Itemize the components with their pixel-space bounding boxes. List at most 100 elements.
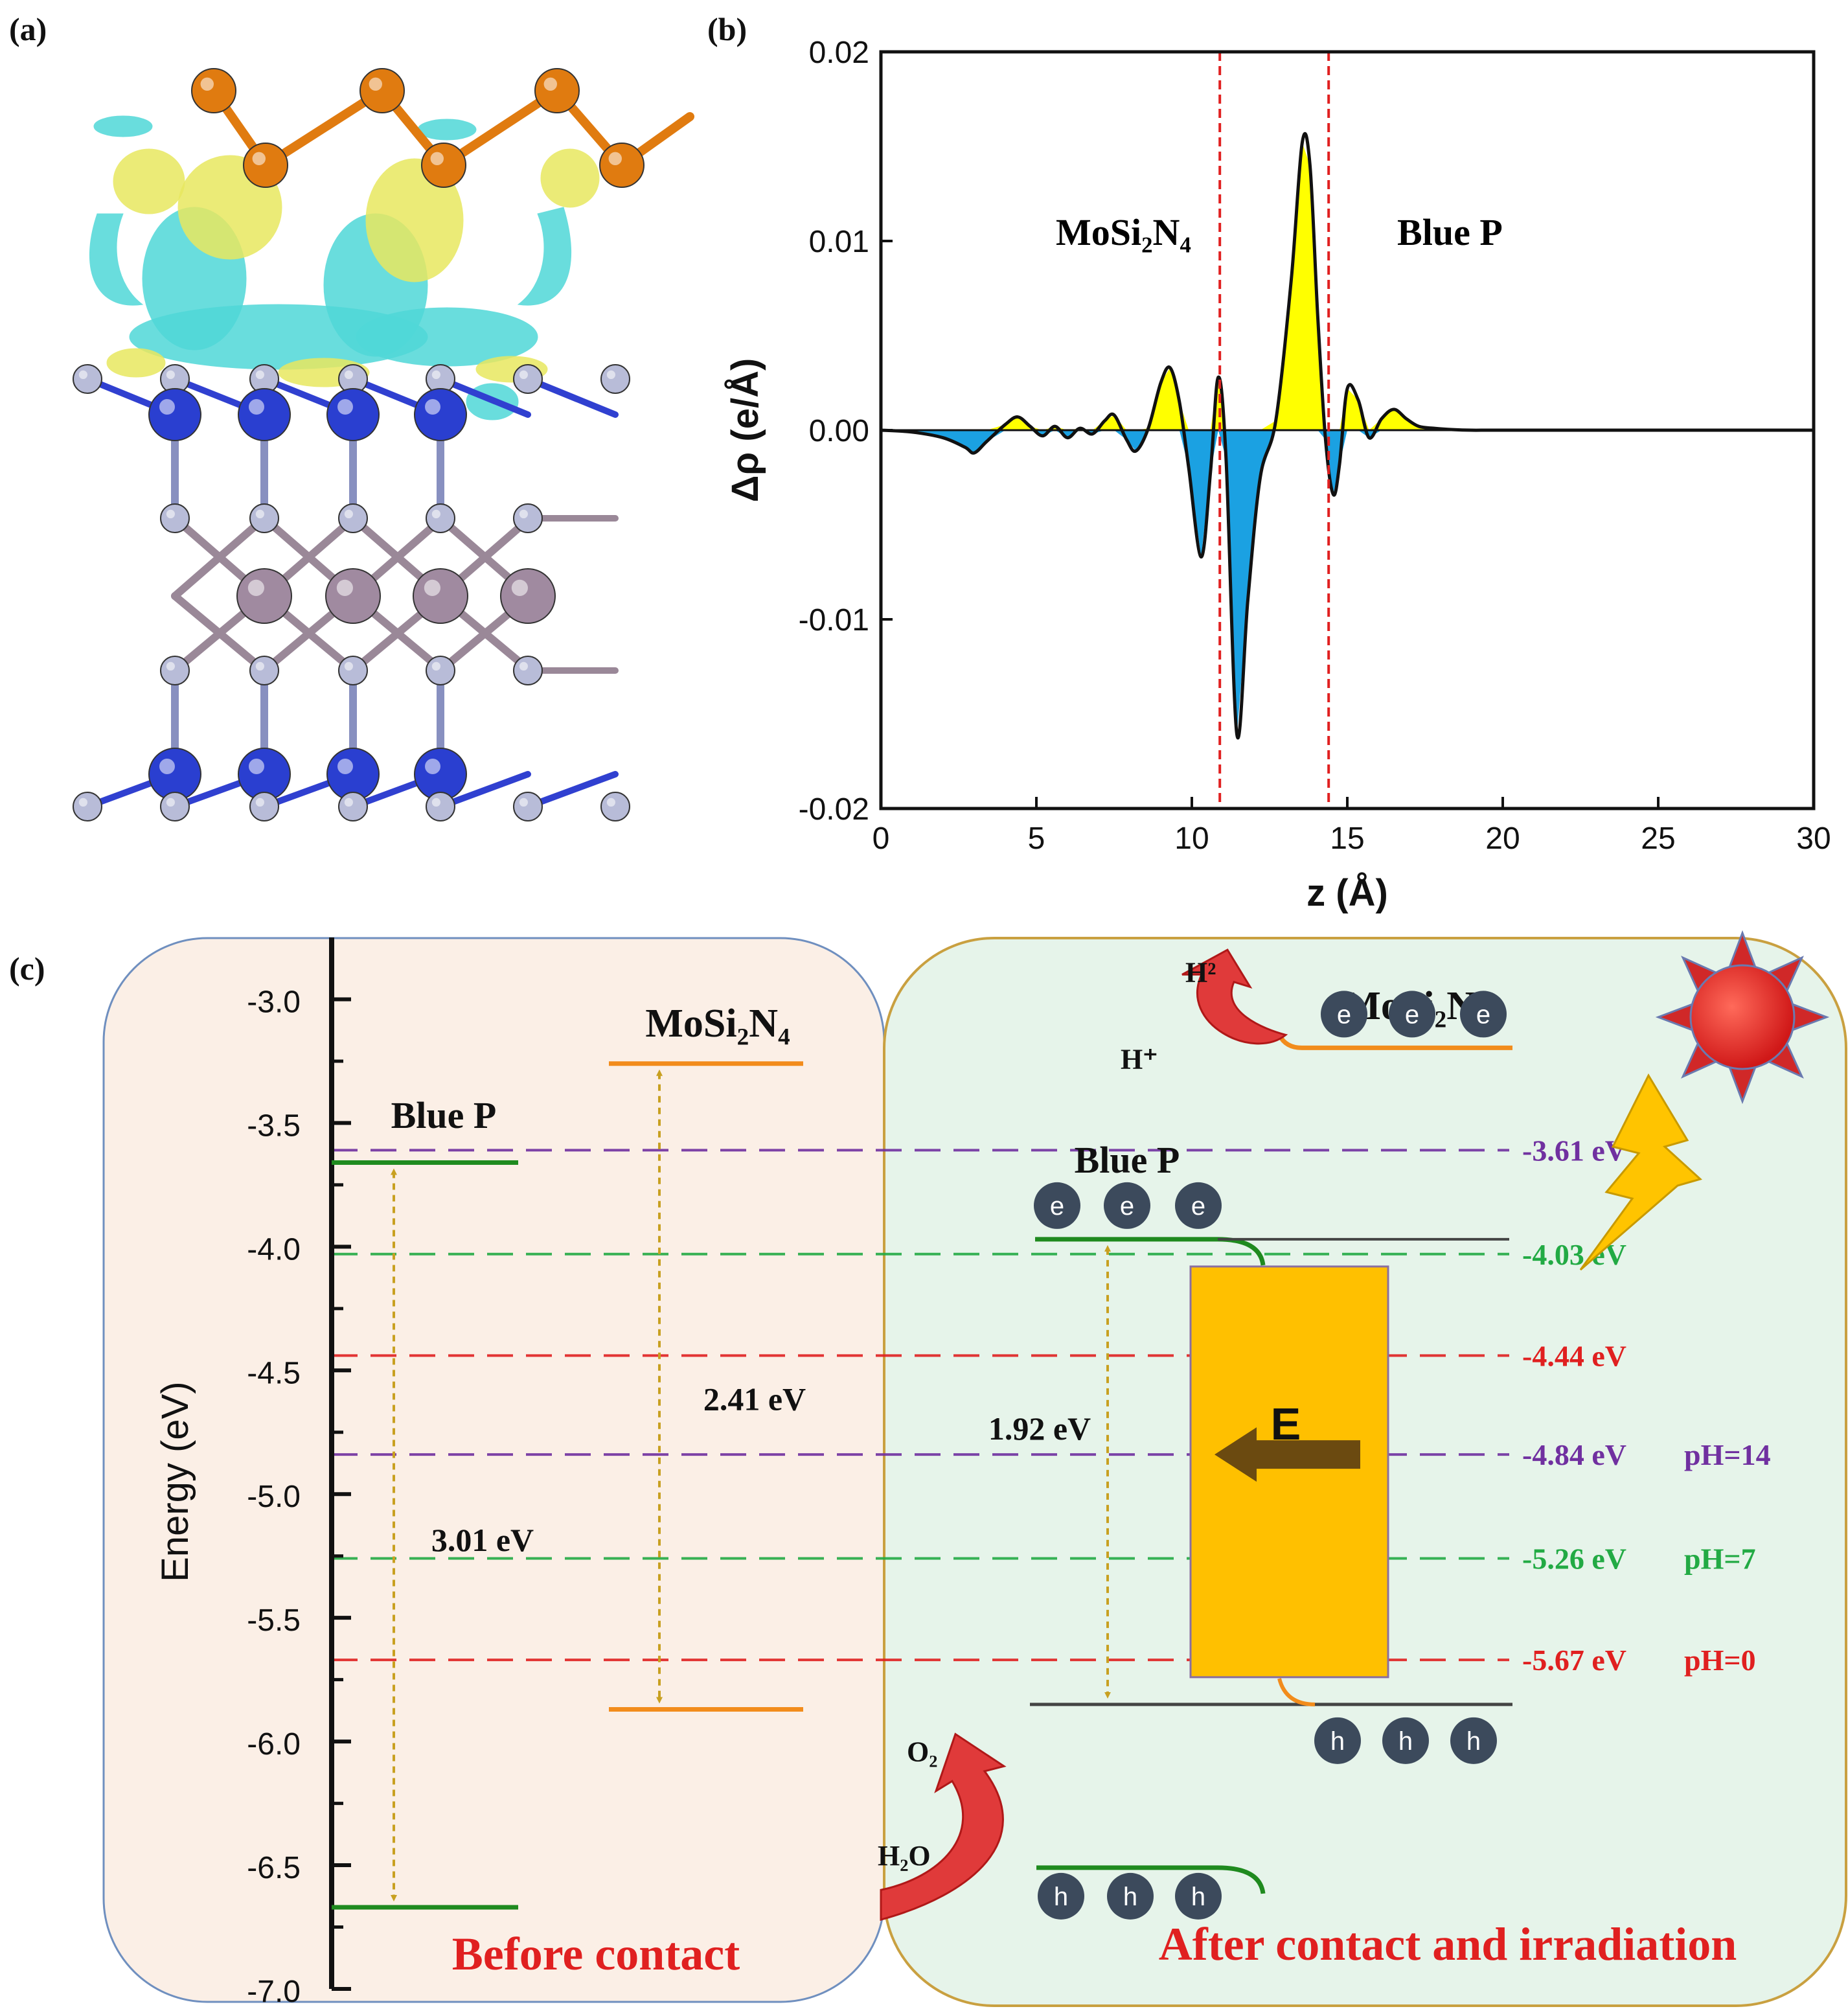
nitrogen-atom-highlight [166,661,175,671]
phosphorus-atom [243,143,288,188]
electron-circle [1104,1182,1150,1229]
negative-density-fill [881,430,1814,735]
nitrogen-atom-highlight [519,370,529,380]
molybdenum-atom [325,568,381,624]
y-tick-label: -0.02 [799,792,869,827]
energy-tick-label: -3.5 [247,1108,301,1143]
panel-a-label: (a) [9,11,47,47]
sun-icon [1689,964,1796,1070]
silicon-atom-highlight [337,759,353,774]
silicon-atom-highlight [425,759,440,774]
molybdenum-atom [413,568,468,624]
reference-energy-label: -5.26 eV [1522,1543,1626,1576]
nitrogen-atom [160,503,190,533]
silicon-atom-highlight [249,759,264,774]
molybdenum-atom [500,568,556,624]
nitrogen-atom-highlight [606,798,616,807]
x-tick-label: 30 [1796,821,1831,856]
electron-circle [1034,1182,1080,1229]
hplus-label: H⁺ [1121,1043,1158,1075]
before-contact-title: Before contact [452,1928,740,1980]
nitrogen-atom [426,792,455,821]
h2o-label: H₂O [878,1840,931,1872]
nitrogen-atom-highlight [344,509,354,519]
oxidation-arrow [880,1732,1007,1922]
hole-symbol: h [1330,1727,1345,1756]
nitrogen-atom-highlight [166,370,175,380]
nitrogen-atom [73,364,102,394]
annotation-mosi2n4: MoSi₂N₄ [1056,211,1191,253]
y-tick-label: 0.02 [809,36,869,70]
isosurface-blob [93,115,153,137]
y-tick-label: 0.01 [809,225,869,259]
nitrogen-atom [513,503,543,533]
x-tick-label: 15 [1330,821,1364,856]
phosphorus-atom-highlight [369,77,382,91]
y-axis-title: Δρ (e/Å) [724,358,766,503]
nitrogen-atom [249,792,279,821]
nitrogen-atom-highlight [606,370,616,380]
electron-symbol: e [1050,1192,1064,1221]
nitrogen-atom-highlight [344,370,354,380]
after-contact-levels: E1.92 eVMoSi₂N₄Blue PeeeeeehhhhhhH²H⁺O₂H… [878,930,1830,1922]
bond [171,514,268,600]
nitrogen-atom [338,792,368,821]
molybdenum-atom-highlight [336,579,354,597]
hole-symbol: h [1191,1883,1205,1911]
nitrogen-atom [338,503,368,533]
hole-circle [1314,1717,1361,1764]
phosphorus-atom [599,143,645,188]
blue-p-gap-label: 3.01 eV [431,1522,534,1558]
electron-symbol: e [1120,1192,1134,1221]
energy-tick-label: -6.5 [247,1851,301,1885]
ph-label: pH=14 [1684,1438,1771,1471]
silicon-atom-highlight [159,759,175,774]
nitrogen-atom-highlight [255,509,264,519]
mosi2n4-label: MoSi₂N₄ [645,1002,790,1046]
band-alignment-diagram: -3.61 eV-4.03 eV-4.44 eV-4.84 eV pH=14-5.… [154,930,1830,2009]
phosphorus-atom-highlight [608,152,622,165]
o2-label: O₂ [907,1736,937,1768]
phosphorus-atom [359,68,405,113]
phosphorus-atom-highlight [543,77,557,91]
molybdenum-atom-highlight [247,579,264,597]
nitrogen-atom [513,364,543,394]
electron-circle [1389,991,1435,1038]
mosi2n4-gap-label: 2.41 eV [703,1381,806,1417]
nitrogen-atom-highlight [431,370,441,380]
isosurface-blob [89,213,144,306]
nitrogen-atom-highlight [166,509,175,519]
atomic-structure-isosurface [73,68,694,821]
x-axis-title: z (Å) [1306,872,1388,914]
x-tick-label: 0 [873,821,890,856]
blue-p-label: Blue P [391,1094,497,1136]
molybdenum-atom-highlight [424,579,441,597]
reference-energy-label: -4.44 eV [1522,1339,1626,1372]
hole-circle [1175,1872,1222,1920]
y-axis-ticks: -0.02 -0.01 0.00 0.01 0.02 [799,36,893,827]
nitrogen-atom-highlight [431,661,441,671]
electron-circle [1175,1182,1222,1229]
energy-axis: -3.0 -3.5 -4.0 -4.5 -5.0 -5.5 -6.0 -6.5 -7.0 [247,937,351,2009]
y-tick-label: 0.00 [809,414,869,448]
electron-symbol: e [1191,1192,1205,1221]
silicon-atom-highlight [337,399,353,415]
phosphorus-atom [534,68,580,113]
x-tick-label: 25 [1641,821,1675,856]
bond [171,592,268,674]
hole-symbol: h [1398,1727,1413,1756]
energy-tick-label: -5.5 [247,1603,301,1638]
silicon-atom-highlight [249,399,264,415]
nitrogen-atom-highlight [431,509,441,519]
isosurface-blob [517,207,572,306]
silicon-atom [238,388,291,441]
nitrogen-atom [160,656,190,685]
nitrogen-atom-highlight [519,661,529,671]
isosurface-blob [113,148,185,214]
after-vbm-bend [1277,1678,1316,1706]
nitrogen-atom-highlight [519,798,529,807]
panel-c-label: (c) [9,950,45,987]
nitrogen-atom-highlight [78,798,87,807]
energy-tick-label: -4.0 [247,1232,301,1267]
